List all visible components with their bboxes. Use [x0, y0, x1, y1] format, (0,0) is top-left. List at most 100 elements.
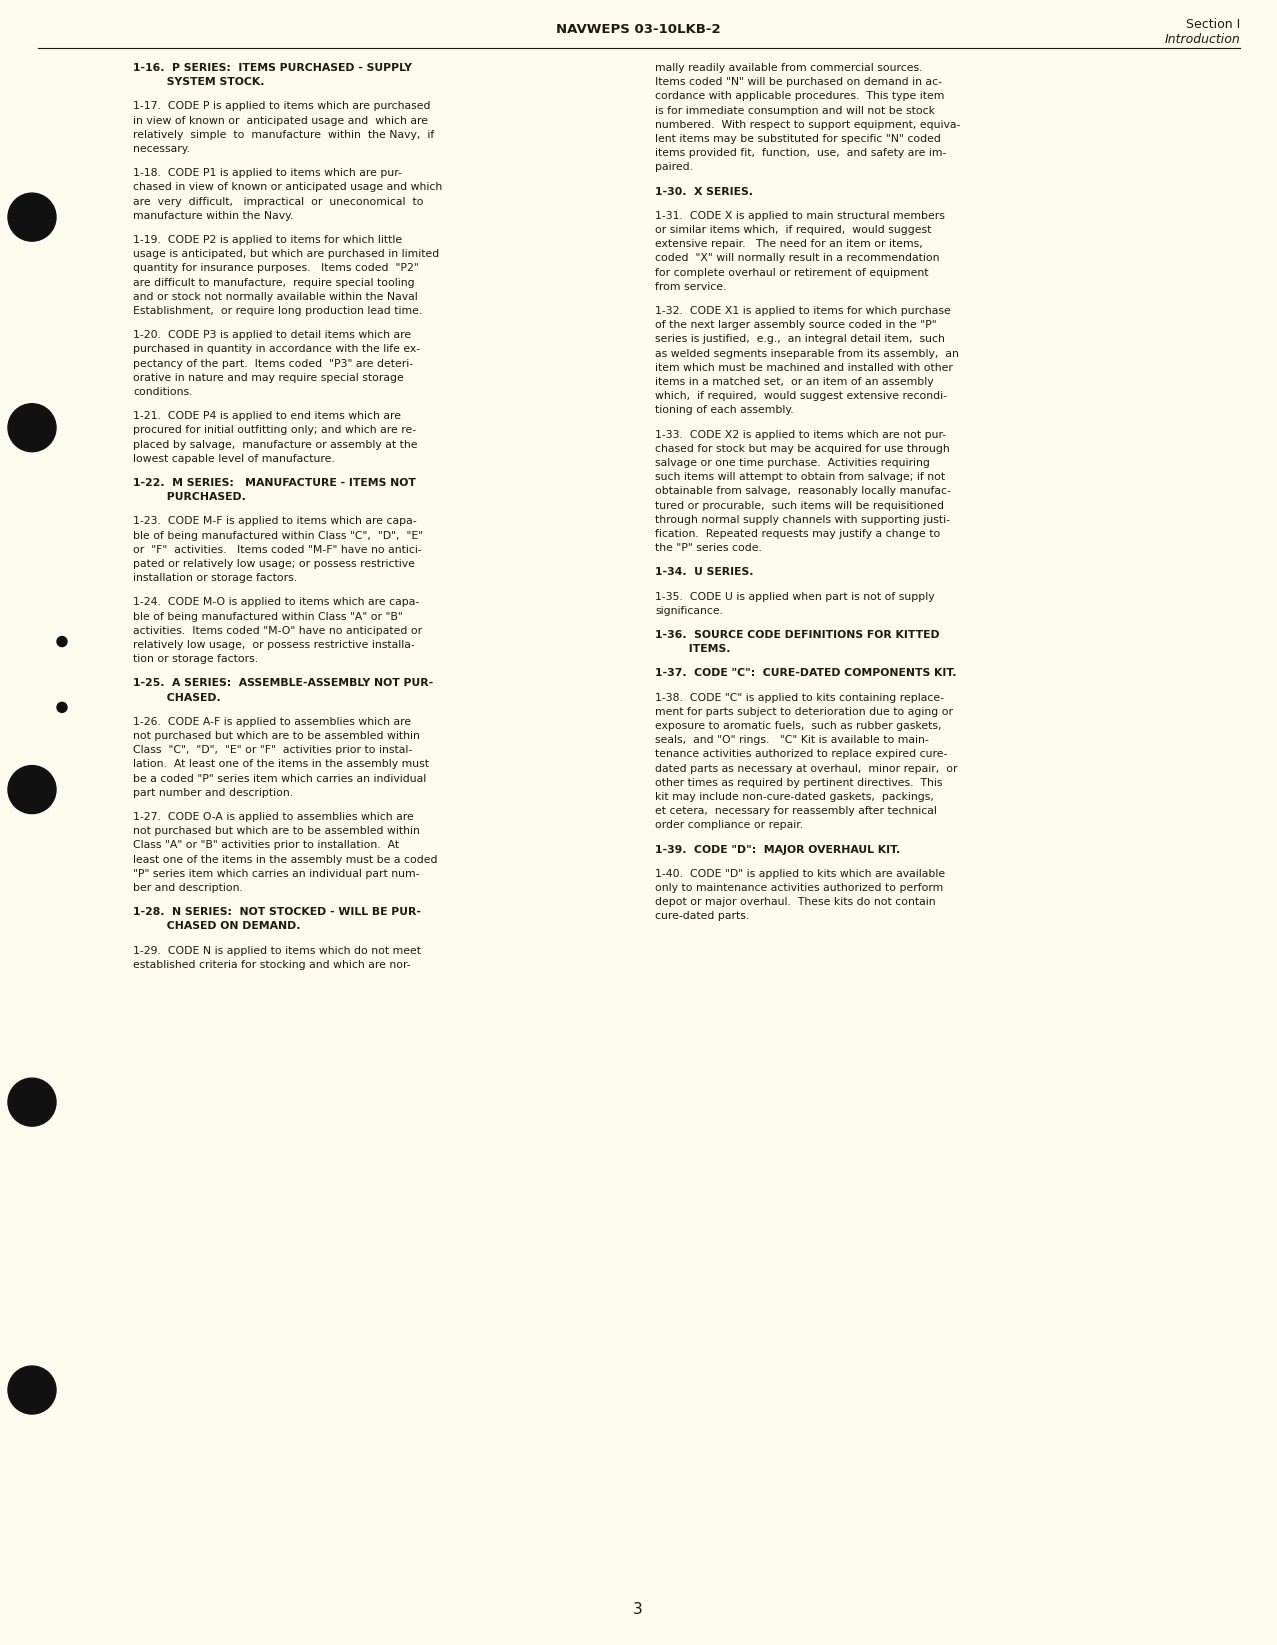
- Text: 1-19.  CODE P2 is applied to items for which little: 1-19. CODE P2 is applied to items for wh…: [133, 235, 402, 245]
- Text: 1-17.  CODE P is applied to items which are purchased: 1-17. CODE P is applied to items which a…: [133, 102, 430, 112]
- Text: 1-40.  CODE "D" is applied to kits which are available: 1-40. CODE "D" is applied to kits which …: [655, 869, 945, 878]
- Text: activities.  Items coded "M-O" have no anticipated or: activities. Items coded "M-O" have no an…: [133, 625, 423, 637]
- Text: 1-25.  A SERIES:  ASSEMBLE-ASSEMBLY NOT PUR-: 1-25. A SERIES: ASSEMBLE-ASSEMBLY NOT PU…: [133, 678, 433, 688]
- Circle shape: [8, 403, 56, 452]
- Text: 1-26.  CODE A-F is applied to assemblies which are: 1-26. CODE A-F is applied to assemblies …: [133, 717, 411, 727]
- Text: are  very  difficult,   impractical  or  uneconomical  to: are very difficult, impractical or uneco…: [133, 197, 424, 207]
- Text: significance.: significance.: [655, 605, 723, 615]
- Text: lent items may be substituted for specific "N" coded: lent items may be substituted for specif…: [655, 133, 941, 145]
- Text: procured for initial outfitting only; and which are re-: procured for initial outfitting only; an…: [133, 426, 416, 436]
- Text: 1-28.  N SERIES:  NOT STOCKED - WILL BE PUR-: 1-28. N SERIES: NOT STOCKED - WILL BE PU…: [133, 906, 421, 918]
- Circle shape: [57, 637, 66, 646]
- Text: orative in nature and may require special storage: orative in nature and may require specia…: [133, 373, 404, 383]
- Text: for complete overhaul or retirement of equipment: for complete overhaul or retirement of e…: [655, 268, 928, 278]
- Text: not purchased but which are to be assembled within: not purchased but which are to be assemb…: [133, 730, 420, 740]
- Text: exposure to aromatic fuels,  such as rubber gaskets,: exposure to aromatic fuels, such as rubb…: [655, 721, 941, 730]
- Text: coded  "X" will normally result in a recommendation: coded "X" will normally result in a reco…: [655, 253, 940, 263]
- Text: 1-37.  CODE "C":  CURE-DATED COMPONENTS KIT.: 1-37. CODE "C": CURE-DATED COMPONENTS KI…: [655, 668, 956, 678]
- Text: order compliance or repair.: order compliance or repair.: [655, 821, 803, 831]
- Text: and or stock not normally available within the Naval: and or stock not normally available with…: [133, 291, 418, 301]
- Text: ber and description.: ber and description.: [133, 883, 243, 893]
- Text: depot or major overhaul.  These kits do not contain: depot or major overhaul. These kits do n…: [655, 897, 936, 906]
- Text: 1-38.  CODE "C" is applied to kits containing replace-: 1-38. CODE "C" is applied to kits contai…: [655, 693, 944, 702]
- Text: tioning of each assembly.: tioning of each assembly.: [655, 405, 793, 416]
- Text: 1-16.  P SERIES:  ITEMS PURCHASED - SUPPLY: 1-16. P SERIES: ITEMS PURCHASED - SUPPLY: [133, 63, 412, 72]
- Text: is for immediate consumption and will not be stock: is for immediate consumption and will no…: [655, 105, 935, 115]
- Text: which,  if required,  would suggest extensive recondi-: which, if required, would suggest extens…: [655, 392, 948, 401]
- Text: relatively low usage,  or possess restrictive installa-: relatively low usage, or possess restric…: [133, 640, 415, 650]
- Text: pated or relatively low usage; or possess restrictive: pated or relatively low usage; or posses…: [133, 559, 415, 569]
- Text: extensive repair.   The need for an item or items,: extensive repair. The need for an item o…: [655, 239, 923, 248]
- Text: 1-35.  CODE U is applied when part is not of supply: 1-35. CODE U is applied when part is not…: [655, 592, 935, 602]
- Text: 1-27.  CODE O-A is applied to assemblies which are: 1-27. CODE O-A is applied to assemblies …: [133, 813, 414, 822]
- Text: 1-18.  CODE P1 is applied to items which are pur-: 1-18. CODE P1 is applied to items which …: [133, 168, 402, 178]
- Text: 1-29.  CODE N is applied to items which do not meet: 1-29. CODE N is applied to items which d…: [133, 946, 421, 956]
- Text: dated parts as necessary at overhaul,  minor repair,  or: dated parts as necessary at overhaul, mi…: [655, 763, 958, 773]
- Circle shape: [57, 702, 66, 712]
- Text: as welded segments inseparable from its assembly,  an: as welded segments inseparable from its …: [655, 349, 959, 359]
- Text: relatively  simple  to  manufacture  within  the Navy,  if: relatively simple to manufacture within …: [133, 130, 434, 140]
- Text: part number and description.: part number and description.: [133, 788, 294, 798]
- Text: Items coded "N" will be purchased on demand in ac-: Items coded "N" will be purchased on dem…: [655, 77, 942, 87]
- Text: salvage or one time purchase.  Activities requiring: salvage or one time purchase. Activities…: [655, 457, 930, 467]
- Text: ITEMS.: ITEMS.: [655, 645, 730, 655]
- Text: installation or storage factors.: installation or storage factors.: [133, 572, 298, 584]
- Text: lation.  At least one of the items in the assembly must: lation. At least one of the items in the…: [133, 760, 429, 770]
- Text: et cetera,  necessary for reassembly after technical: et cetera, necessary for reassembly afte…: [655, 806, 937, 816]
- Text: lowest capable level of manufacture.: lowest capable level of manufacture.: [133, 454, 335, 464]
- Text: are difficult to manufacture,  require special tooling: are difficult to manufacture, require sp…: [133, 278, 415, 288]
- Text: least one of the items in the assembly must be a coded: least one of the items in the assembly m…: [133, 855, 438, 865]
- Text: CHASED ON DEMAND.: CHASED ON DEMAND.: [133, 921, 300, 931]
- Text: 1-32.  CODE X1 is applied to items for which purchase: 1-32. CODE X1 is applied to items for wh…: [655, 306, 951, 316]
- Text: manufacture within the Navy.: manufacture within the Navy.: [133, 211, 294, 220]
- Text: seals,  and "O" rings.   "C" Kit is available to main-: seals, and "O" rings. "C" Kit is availab…: [655, 735, 928, 745]
- Text: 1-22.  M SERIES:   MANUFACTURE - ITEMS NOT: 1-22. M SERIES: MANUFACTURE - ITEMS NOT: [133, 479, 416, 489]
- Text: Class  "C",  "D",  "E" or "F"  activities prior to instal-: Class "C", "D", "E" or "F" activities pr…: [133, 745, 412, 755]
- Text: Class "A" or "B" activities prior to installation.  At: Class "A" or "B" activities prior to ins…: [133, 841, 400, 850]
- Text: usage is anticipated, but which are purchased in limited: usage is anticipated, but which are purc…: [133, 248, 439, 260]
- Text: placed by salvage,  manufacture or assembly at the: placed by salvage, manufacture or assemb…: [133, 439, 418, 449]
- Text: or similar items which,  if required,  would suggest: or similar items which, if required, wou…: [655, 225, 931, 235]
- Text: series is justified,  e.g.,  an integral detail item,  such: series is justified, e.g., an integral d…: [655, 334, 945, 344]
- Text: 1-39.  CODE "D":  MAJOR OVERHAUL KIT.: 1-39. CODE "D": MAJOR OVERHAUL KIT.: [655, 844, 900, 855]
- Text: the "P" series code.: the "P" series code.: [655, 543, 762, 553]
- Circle shape: [8, 192, 56, 242]
- Text: CHASED.: CHASED.: [133, 693, 221, 702]
- Text: 1-30.  X SERIES.: 1-30. X SERIES.: [655, 186, 753, 197]
- Text: fication.  Repeated requests may justify a change to: fication. Repeated requests may justify …: [655, 530, 940, 540]
- Circle shape: [8, 765, 56, 814]
- Text: from service.: from service.: [655, 281, 727, 291]
- Text: paired.: paired.: [655, 163, 693, 173]
- Text: ble of being manufactured within Class "C",  "D",  "E": ble of being manufactured within Class "…: [133, 531, 423, 541]
- Text: necessary.: necessary.: [133, 145, 190, 155]
- Text: 1-31.  CODE X is applied to main structural members: 1-31. CODE X is applied to main structur…: [655, 211, 945, 220]
- Text: items in a matched set,  or an item of an assembly: items in a matched set, or an item of an…: [655, 377, 933, 387]
- Text: "P" series item which carries an individual part num-: "P" series item which carries an individ…: [133, 869, 420, 878]
- Text: other times as required by pertinent directives.  This: other times as required by pertinent dir…: [655, 778, 942, 788]
- Text: tion or storage factors.: tion or storage factors.: [133, 655, 258, 665]
- Text: conditions.: conditions.: [133, 387, 193, 396]
- Text: 1-23.  CODE M-F is applied to items which are capa-: 1-23. CODE M-F is applied to items which…: [133, 517, 416, 526]
- Text: chased for stock but may be acquired for use through: chased for stock but may be acquired for…: [655, 444, 950, 454]
- Text: tenance activities authorized to replace expired cure-: tenance activities authorized to replace…: [655, 750, 948, 760]
- Text: SYSTEM STOCK.: SYSTEM STOCK.: [133, 77, 264, 87]
- Text: 1-36.  SOURCE CODE DEFINITIONS FOR KITTED: 1-36. SOURCE CODE DEFINITIONS FOR KITTED: [655, 630, 940, 640]
- Text: in view of known or  anticipated usage and  which are: in view of known or anticipated usage an…: [133, 115, 428, 125]
- Text: purchased in quantity in accordance with the life ex-: purchased in quantity in accordance with…: [133, 344, 420, 354]
- Text: ble of being manufactured within Class "A" or "B": ble of being manufactured within Class "…: [133, 612, 402, 622]
- Text: be a coded "P" series item which carries an individual: be a coded "P" series item which carries…: [133, 773, 427, 783]
- Text: 1-34.  U SERIES.: 1-34. U SERIES.: [655, 568, 753, 577]
- Text: chased in view of known or anticipated usage and which: chased in view of known or anticipated u…: [133, 183, 442, 192]
- Text: Section I: Section I: [1186, 18, 1240, 31]
- Text: of the next larger assembly source coded in the "P": of the next larger assembly source coded…: [655, 321, 936, 331]
- Text: quantity for insurance purposes.   Items coded  "P2": quantity for insurance purposes. Items c…: [133, 263, 419, 273]
- Circle shape: [8, 1077, 56, 1127]
- Text: items provided fit,  function,  use,  and safety are im-: items provided fit, function, use, and s…: [655, 148, 946, 158]
- Text: or  "F"  activities.   Items coded "M-F" have no antici-: or "F" activities. Items coded "M-F" hav…: [133, 544, 421, 554]
- Text: only to maintenance activities authorized to perform: only to maintenance activities authorize…: [655, 883, 944, 893]
- Text: 1-24.  CODE M-O is applied to items which are capa-: 1-24. CODE M-O is applied to items which…: [133, 597, 419, 607]
- Text: Establishment,  or require long production lead time.: Establishment, or require long productio…: [133, 306, 423, 316]
- Text: Introduction: Introduction: [1165, 33, 1240, 46]
- Text: tured or procurable,  such items will be requisitioned: tured or procurable, such items will be …: [655, 500, 944, 510]
- Text: kit may include non-cure-dated gaskets,  packings,: kit may include non-cure-dated gaskets, …: [655, 791, 933, 803]
